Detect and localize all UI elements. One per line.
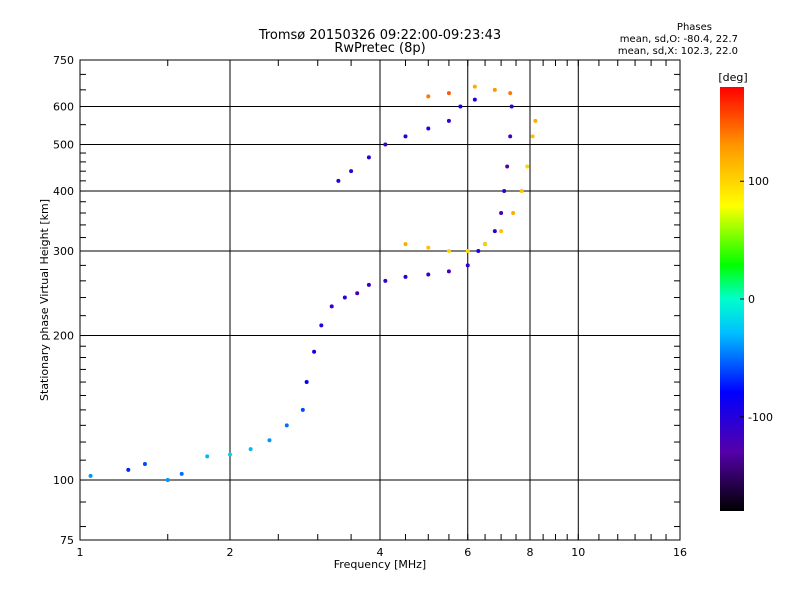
data-point [179,471,184,476]
x-tick-label: 4 [377,546,384,559]
x-tick-label: 6 [464,546,471,559]
data-point [403,242,408,247]
data-point [511,211,516,216]
data-point [472,84,477,89]
data-point [530,134,535,139]
data-point [426,94,431,99]
data-point [492,229,497,234]
data-point [383,278,388,283]
data-point [426,126,431,131]
phase-o-stats: mean, sd,O: -80.4, 22.7 [619,34,738,45]
y-tick-label: 400 [53,185,74,198]
data-point [426,272,431,277]
data-point [465,249,470,254]
data-point [476,249,481,254]
data-point [499,229,504,234]
data-point [349,169,354,174]
data-point [426,245,431,250]
data-point [165,478,170,483]
data-point [446,269,451,274]
data-point [142,461,147,466]
data-point [403,134,408,139]
data-point [336,178,341,183]
data-point [366,155,371,160]
data-point [458,104,463,109]
data-point [465,263,470,268]
data-point [519,189,524,194]
data-point [508,91,513,96]
data-point [267,438,272,443]
data-point [284,423,289,428]
data-point [509,104,514,109]
y-tick-label: 75 [60,534,74,547]
colorbar-label: [deg] [718,71,747,84]
data-point [329,304,334,309]
chart-title: Tromsø 20150326 09:22:00-09:23:43 [258,28,502,43]
data-point [248,447,253,452]
data-point [525,164,530,169]
data-point [472,97,477,102]
data-point [446,91,451,96]
x-axis-label: Frequency [MHz] [334,558,426,571]
data-point [499,211,504,216]
data-point [205,454,210,459]
y-tick-label: 300 [53,245,74,258]
data-point [403,274,408,279]
data-point [533,118,538,123]
x-tick-label: 10 [571,546,585,559]
colorbar-tick-label: -100 [748,411,773,424]
data-point [492,87,497,92]
colorbar-tick-label: 100 [748,175,769,188]
data-point [312,349,317,354]
data-point [319,323,324,328]
data-point [304,380,309,385]
x-tick-label: 8 [527,546,534,559]
data-point [508,134,513,139]
data-point [366,282,371,287]
data-point [88,473,93,478]
x-tick-label: 1 [77,546,84,559]
data-point [342,295,347,300]
phase-info-title: Phases [676,22,712,33]
data-point [300,407,305,412]
y-tick-label: 100 [53,474,74,487]
chart-subtitle: RwPretec (8p) [334,41,426,56]
y-tick-label: 750 [53,54,74,67]
colorbar-tick-label: 0 [748,293,755,306]
y-tick-label: 500 [53,139,74,152]
data-point [505,164,510,169]
data-point [383,142,388,147]
x-tick-label: 16 [673,546,687,559]
y-tick-label: 600 [53,101,74,114]
data-point [355,291,360,296]
data-point [228,452,232,457]
data-point [126,467,131,472]
phase-x-stats: mean, sd,X: 102.3, 22.0 [617,46,738,57]
data-point [502,189,507,194]
data-point [483,242,488,247]
data-point [446,118,451,123]
y-tick-label: 200 [53,330,74,343]
x-tick-label: 2 [227,546,234,559]
data-point [446,249,451,254]
y-axis-label: Stationary phase Virtual Height [km] [38,199,51,401]
